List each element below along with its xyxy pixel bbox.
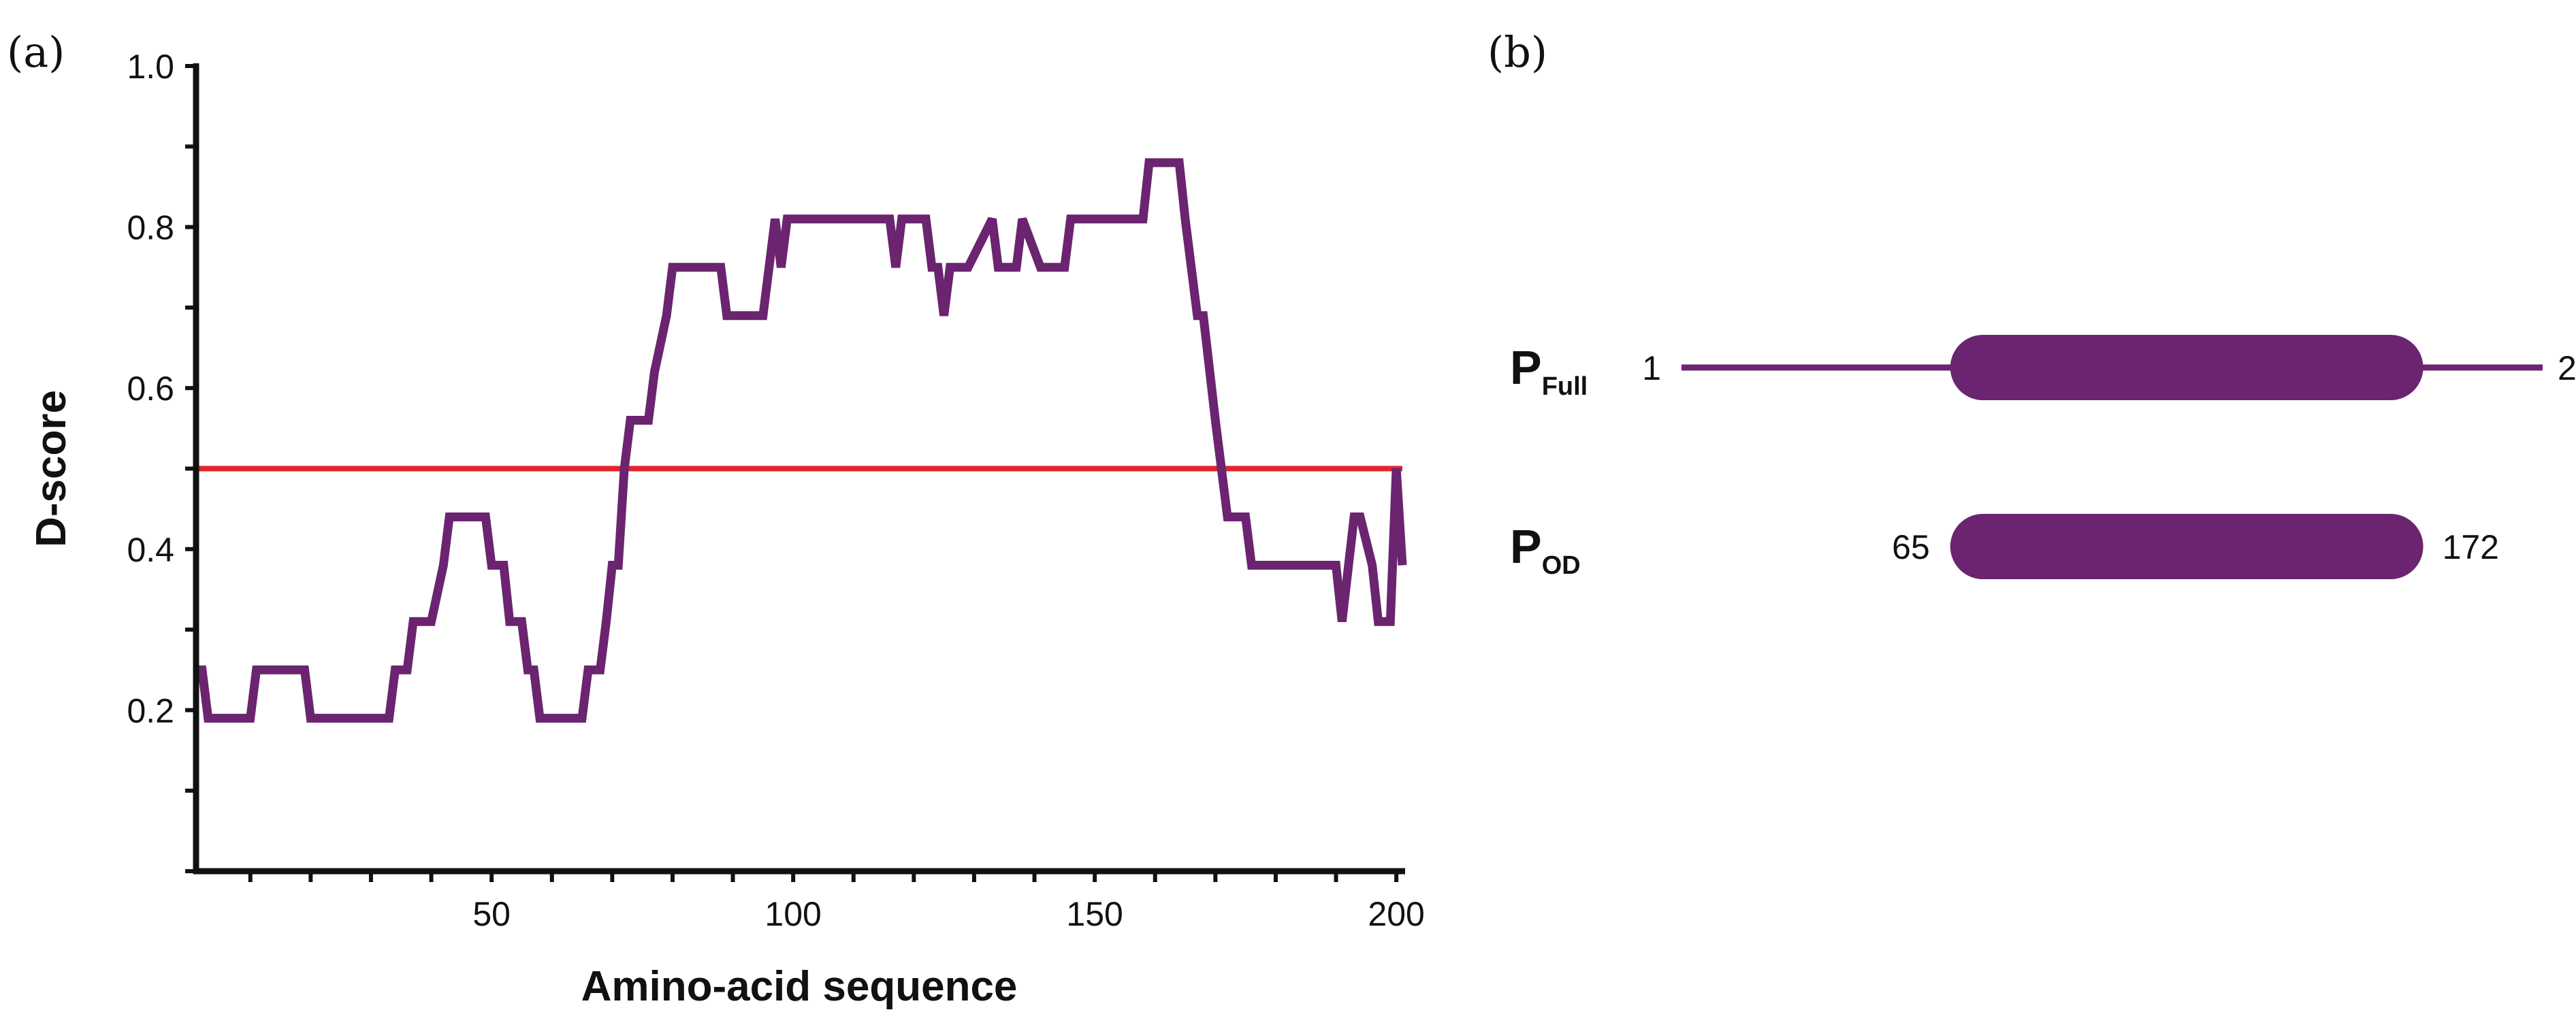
end-position-label: 201 [2558, 349, 2576, 387]
x-tick-label: 200 [1368, 895, 1424, 933]
x-tick-label: 100 [764, 895, 821, 933]
core-domain-bar [1950, 335, 2424, 400]
protein-label: PFull [1510, 341, 1588, 401]
start-position-label: 1 [1642, 349, 1661, 387]
protein-label: POD [1510, 520, 1581, 580]
y-tick-label: 0.8 [127, 209, 174, 247]
panel-label-a: (a) [7, 27, 65, 77]
x-axis-ticks: 50 100 150 200 [248, 871, 1425, 933]
y-tick-label: 0.6 [127, 370, 174, 408]
y-tick-label: 0.2 [127, 692, 174, 730]
x-axis-title: Amino-acid sequence [581, 963, 1018, 1010]
end-position-label: 172 [2443, 528, 2499, 566]
core-domain-bar [1950, 514, 2424, 579]
x-tick-label: 50 [472, 895, 511, 933]
start-position-label: 65 [1892, 528, 1930, 566]
y-axis-title: D-score [28, 390, 75, 547]
y-tick-label: 0.4 [127, 531, 174, 569]
dscore-chart: 0.2 0.4 0.6 0.8 1.0 50 100 150 200 Amino-acid s… [28, 48, 1425, 1010]
protein-row-od: POD 65 172 [1510, 514, 2499, 580]
panel-label-b: (b) [1487, 27, 1547, 77]
dscore-series-line [196, 158, 1407, 723]
x-tick-label: 150 [1066, 895, 1123, 933]
y-axis-ticks: 0.2 0.4 0.6 0.8 1.0 [127, 48, 196, 873]
domain-diagram: PFull 1 201 POD 65 172 [1510, 335, 2576, 580]
y-tick-label: 1.0 [127, 48, 174, 86]
protein-row-full: PFull 1 201 [1510, 335, 2576, 401]
